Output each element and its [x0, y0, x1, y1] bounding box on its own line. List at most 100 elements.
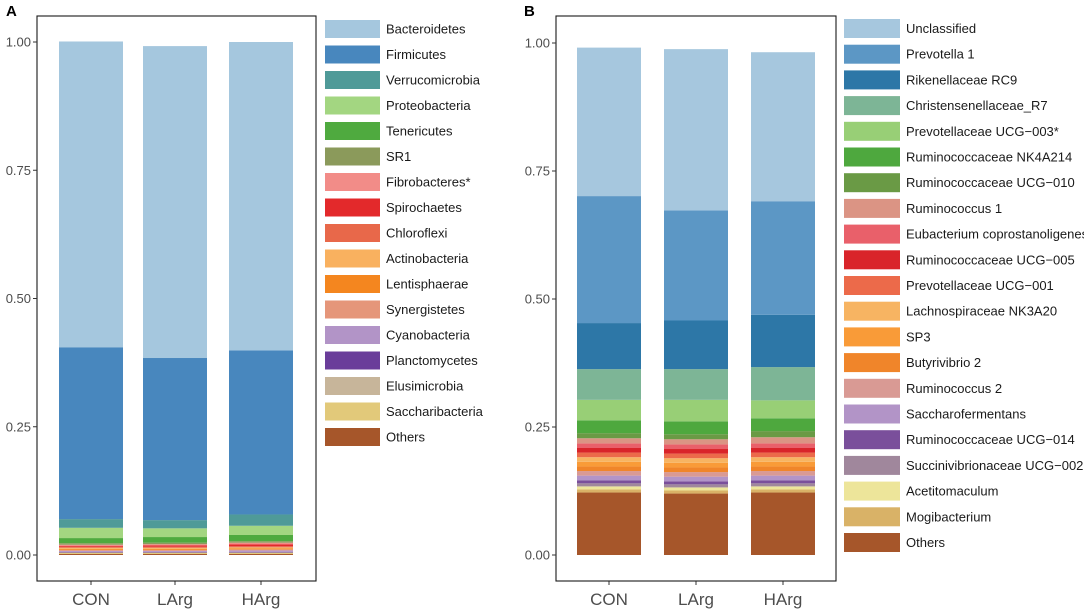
legend-swatch [325, 300, 380, 319]
legend-label: Planctomycetes [386, 353, 478, 368]
bar-segment [664, 484, 728, 488]
legend-swatch [325, 351, 380, 370]
legend-label: Acetitomaculum [906, 484, 998, 499]
bar-segment [664, 487, 728, 491]
legend-swatch [325, 428, 380, 446]
bar-segment [577, 475, 641, 481]
legend-label: Bacteroidetes [386, 22, 466, 37]
bar-segment [59, 551, 123, 553]
legend-label: Lachnospiraceae NK3A20 [906, 304, 1057, 319]
y-tick-label: 1.00 [525, 36, 550, 51]
x-tick-label: HArg [764, 590, 803, 609]
legend-swatch [844, 533, 900, 552]
bar-segment [664, 320, 728, 370]
legend-label: Fibrobacteres* [386, 175, 471, 190]
bar-segment [751, 443, 815, 448]
y-tick-label: 0.50 [6, 291, 31, 306]
bar-segment [143, 548, 207, 550]
bar-segment [664, 210, 728, 321]
bar-segment [143, 549, 207, 551]
x-tick-label: LArg [157, 590, 193, 609]
bar-segment [229, 514, 293, 526]
legend-label: Ruminococcaceae UCG−005 [906, 252, 1075, 267]
legend-label: Saccharofermentans [906, 407, 1026, 422]
bar-segment [143, 546, 207, 548]
legend-label: Christensenellaceae_R7 [906, 98, 1048, 113]
bar-segment [577, 480, 641, 484]
bar-segment [751, 475, 815, 481]
legend-swatch [844, 198, 900, 218]
bar-segment [751, 457, 815, 462]
legend-label: Succinivibrionaceae UCG−002 [906, 458, 1083, 473]
legend-label: SR1 [386, 149, 411, 164]
bar-segment [751, 492, 815, 555]
bar-segment [751, 486, 815, 490]
bar-segment [229, 549, 293, 551]
bar-segment [751, 431, 815, 438]
bar-segment [751, 471, 815, 476]
bar-segment [664, 467, 728, 473]
bar-segment [577, 457, 641, 462]
bar-segment [577, 438, 641, 444]
bar-segment [59, 41, 123, 348]
bar-segment [229, 525, 293, 535]
y-tick-label: 0.25 [525, 420, 550, 435]
legend-label: SP3 [906, 329, 931, 344]
bar-segment [229, 541, 293, 543]
legend-label: Prevotellaceae UCG−003* [906, 124, 1059, 139]
bar-segment [59, 547, 123, 549]
bar-segment [664, 49, 728, 211]
bar-segment [59, 527, 123, 539]
legend-label: Tenericutes [386, 124, 453, 139]
bar-segment [751, 452, 815, 458]
bar-segment [664, 458, 728, 463]
bar-segment [664, 421, 728, 435]
bar-segment [59, 552, 123, 553]
bar-segment [577, 492, 641, 555]
bar-segment [751, 480, 815, 484]
legend-swatch [844, 224, 900, 244]
bar-segment [664, 449, 728, 454]
bar-segment [59, 549, 123, 551]
legend-swatch [844, 507, 900, 527]
legend-label: Mogibacterium [906, 509, 991, 524]
legend-swatch [325, 45, 380, 64]
x-tick-label: HArg [242, 590, 281, 609]
legend-swatch [844, 250, 900, 270]
bar-segment [59, 538, 123, 544]
bar-segment [229, 550, 293, 552]
legend-swatch [844, 455, 900, 475]
bar-segment [143, 551, 207, 553]
legend-swatch [844, 481, 900, 501]
bar-segment [577, 443, 641, 448]
bar-segment [59, 548, 123, 550]
bar-segment [577, 420, 641, 434]
bar-segment [751, 400, 815, 419]
bar-segment [664, 476, 728, 482]
legend-swatch [844, 173, 900, 193]
legend-swatch [325, 198, 380, 217]
legend-swatch [844, 70, 900, 90]
y-tick-label: 0.75 [6, 163, 31, 178]
legend-label: Ruminococcaceae NK4A214 [906, 150, 1072, 165]
legend-swatch [325, 96, 380, 115]
legend-swatch [325, 377, 380, 395]
legend-label: Ruminococcus 1 [906, 201, 1002, 216]
bar-segment [577, 47, 641, 197]
bar-segment [229, 42, 293, 351]
bar-segment [143, 537, 207, 543]
legend-swatch [844, 430, 900, 450]
legend-label: Actinobacteria [386, 251, 469, 266]
legend-swatch [325, 275, 380, 293]
y-tick-label: 0.50 [525, 292, 550, 307]
bar-segment [143, 46, 207, 359]
legend-label: Butyrivibrio 2 [906, 355, 981, 370]
bar-segment [229, 534, 293, 542]
bar-segment [751, 461, 815, 467]
bar-segment [229, 542, 293, 545]
bar-segment [229, 546, 293, 548]
legend-swatch [844, 378, 900, 398]
legend-label: Elusimicrobia [386, 379, 464, 394]
legend-label: Synergistetes [386, 302, 465, 317]
